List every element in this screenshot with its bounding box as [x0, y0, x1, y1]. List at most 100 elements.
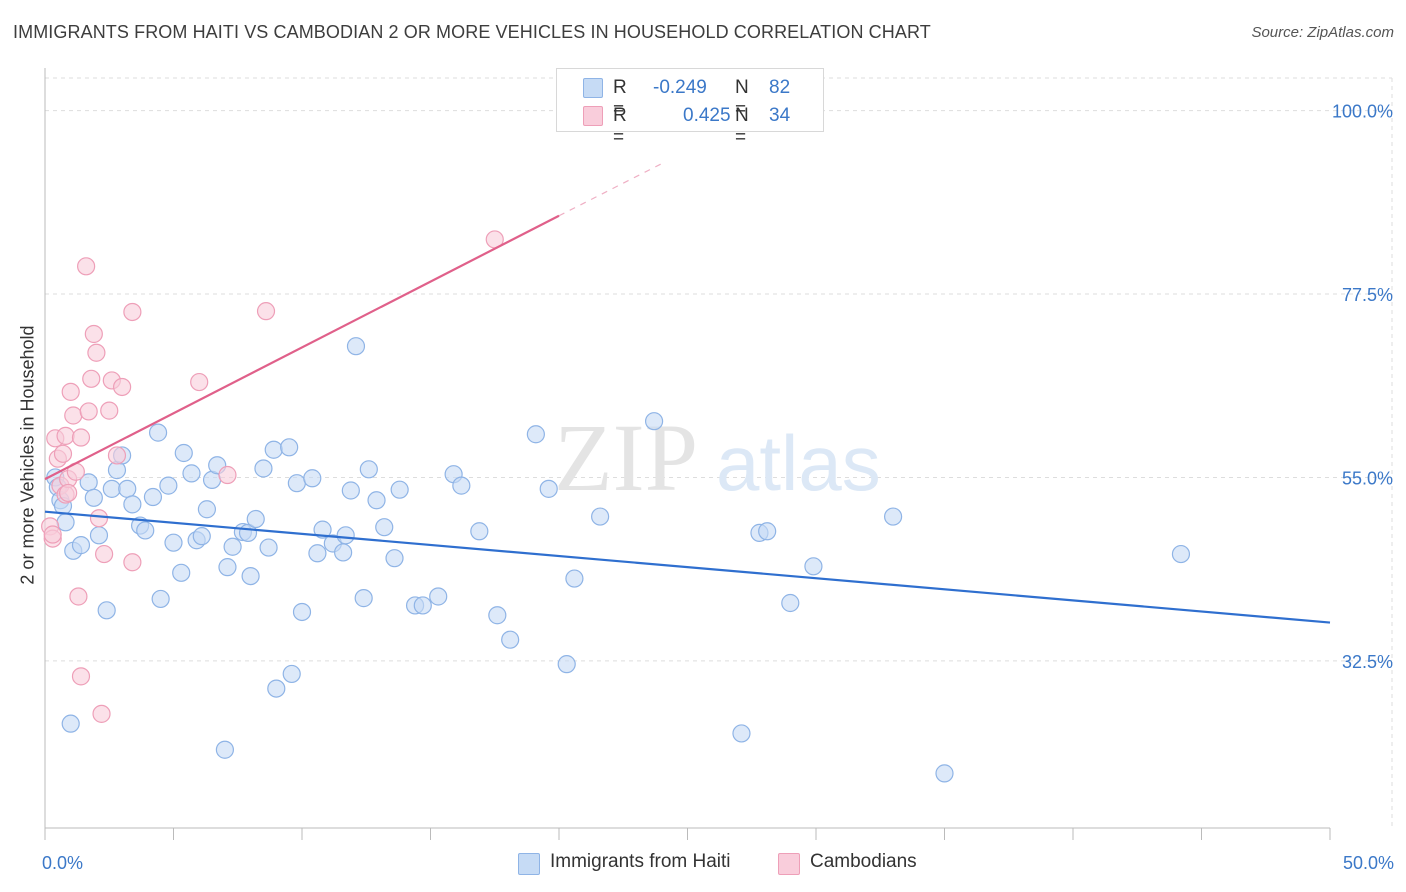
legend-r-value-haiti: -0.249 — [653, 77, 707, 98]
bottom-legend-label-cambodians: Cambodians — [810, 851, 917, 872]
point-cambodian-28 — [123, 553, 142, 572]
point-haiti-68 — [539, 479, 558, 498]
point-haiti-70 — [565, 569, 584, 588]
point-haiti-58 — [390, 480, 409, 499]
point-haiti-81 — [215, 740, 234, 759]
point-haiti-67 — [526, 425, 545, 444]
point-haiti-44 — [292, 602, 312, 622]
point-cambodian-21 — [89, 509, 109, 528]
point-cambodian-17 — [79, 402, 98, 421]
point-haiti-24 — [174, 443, 193, 463]
point-haiti-50 — [336, 526, 355, 545]
data-points — [41, 230, 1191, 783]
point-haiti-31 — [218, 558, 237, 577]
point-haiti-42 — [282, 664, 301, 684]
point-cambodian-15 — [71, 667, 91, 686]
point-haiti-55 — [367, 491, 386, 510]
point-haiti-23 — [172, 563, 191, 582]
point-haiti-17 — [136, 521, 155, 540]
point-haiti-71 — [591, 507, 610, 526]
point-haiti-21 — [159, 476, 178, 495]
point-haiti-22 — [164, 533, 183, 552]
y-tick-label-0: 100.0% — [1332, 102, 1393, 122]
point-haiti-38 — [259, 538, 278, 557]
point-haiti-37 — [254, 459, 273, 478]
point-haiti-64 — [470, 522, 489, 541]
point-haiti-56 — [375, 518, 394, 537]
point-haiti-14 — [118, 479, 137, 498]
x-tick-label-0: 0.0% — [42, 853, 83, 873]
point-haiti-52 — [346, 337, 366, 356]
point-cambodian-23 — [95, 544, 114, 564]
point-haiti-41 — [280, 438, 299, 457]
point-haiti-19 — [148, 423, 168, 442]
point-haiti-63 — [452, 476, 471, 495]
legend-r-label: R = — [613, 77, 627, 120]
legend-n-value-haiti: 82 — [769, 77, 791, 98]
point-haiti-47 — [313, 520, 332, 539]
trendlines — [44, 163, 1331, 624]
point-haiti-78 — [883, 507, 903, 526]
point-haiti-18 — [143, 487, 163, 507]
correlation-legend: R = -0.249 N = 82 R = 0.425 N = 34 — [556, 68, 824, 148]
point-haiti-53 — [354, 589, 373, 608]
point-haiti-32 — [223, 537, 242, 556]
point-haiti-6 — [71, 536, 91, 555]
point-cambodian-10 — [61, 382, 80, 401]
bottom-legend-swatch-haiti — [518, 853, 540, 875]
watermark-atlas: atlas — [716, 419, 881, 507]
point-haiti-51 — [341, 481, 360, 500]
y-tick-label-2: 55.0% — [1342, 468, 1393, 488]
tick-labels: 100.0% 77.5% 55.0% 32.5% 0.0% 50.0% — [42, 102, 1394, 873]
point-haiti-40 — [267, 679, 286, 698]
y-axis-label: 2 or more Vehicles in Household — [17, 325, 38, 585]
legend-n-label: N = — [735, 77, 749, 120]
point-cambodian-20 — [87, 343, 106, 362]
point-haiti-8 — [84, 488, 103, 507]
axes — [44, 68, 1331, 840]
point-haiti-75 — [758, 522, 777, 541]
point-cambodian-30 — [190, 372, 209, 392]
y-tick-label-1: 77.5% — [1342, 285, 1393, 305]
chart-title: IMMIGRANTS FROM HAITI VS CAMBODIAN 2 OR … — [13, 22, 931, 42]
point-haiti-27 — [192, 527, 211, 546]
point-cambodian-29 — [123, 302, 142, 322]
legend-n-label: N = — [735, 105, 749, 148]
point-cambodian-27 — [112, 377, 132, 397]
point-cambodian-9 — [59, 483, 78, 503]
point-haiti-60 — [413, 596, 432, 615]
point-haiti-57 — [385, 549, 404, 568]
point-cambodian-13 — [69, 587, 88, 606]
point-haiti-39 — [264, 440, 283, 459]
point-haiti-79 — [935, 764, 954, 783]
point-haiti-80 — [1171, 544, 1191, 564]
point-haiti-15 — [123, 495, 142, 514]
point-cambodian-14 — [71, 428, 91, 447]
watermark-zip: ZIP — [554, 404, 698, 511]
point-haiti-20 — [151, 589, 170, 609]
point-haiti-69 — [557, 655, 576, 674]
legend-r-value-cambodians: 0.425 — [683, 105, 731, 126]
point-cambodian-16 — [77, 257, 96, 276]
trendline-haiti — [44, 510, 1331, 624]
point-cambodian-22 — [92, 704, 111, 723]
point-haiti-25 — [182, 464, 201, 483]
y-tick-label-3: 32.5% — [1342, 652, 1393, 672]
point-cambodian-34 — [43, 525, 62, 544]
point-haiti-11 — [102, 479, 121, 498]
point-haiti-4 — [56, 513, 75, 532]
point-haiti-28 — [197, 500, 217, 519]
trendline-cambodians — [44, 214, 560, 481]
point-haiti-36 — [246, 509, 265, 529]
point-cambodian-24 — [100, 401, 119, 420]
trendline-cambodians-extension — [558, 163, 663, 217]
point-haiti-76 — [781, 593, 800, 613]
point-haiti-61 — [429, 587, 448, 606]
legend-n-value-cambodians: 34 — [769, 105, 791, 126]
point-haiti-10 — [97, 601, 116, 620]
point-cambodian-11 — [64, 406, 83, 425]
point-haiti-65 — [488, 606, 507, 625]
point-haiti-35 — [241, 566, 260, 586]
point-cambodian-31 — [218, 465, 237, 485]
